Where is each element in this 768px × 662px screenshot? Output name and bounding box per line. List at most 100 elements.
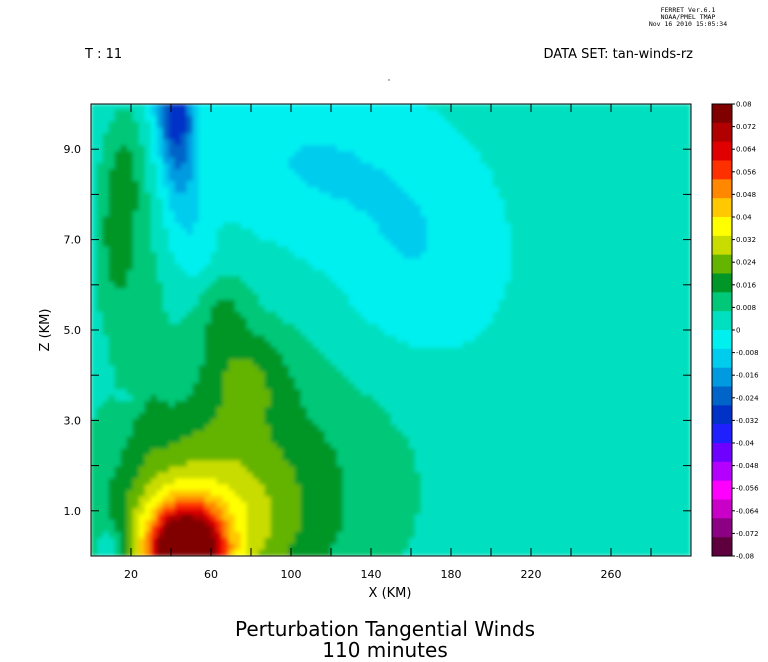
heatmap-cell	[600, 157, 608, 164]
heatmap-cell	[324, 335, 332, 343]
heatmap-cell	[252, 222, 260, 230]
heatmap-cell	[258, 121, 266, 129]
heatmap-cell	[420, 163, 428, 170]
heatmap-cell	[294, 204, 302, 212]
heatmap-cell	[156, 204, 164, 212]
heatmap-cell	[186, 365, 194, 372]
heatmap-cell	[222, 377, 230, 384]
heatmap-cell	[540, 234, 548, 242]
heatmap-cell	[144, 204, 152, 212]
heatmap-cell	[468, 104, 476, 111]
heatmap-cell	[108, 377, 116, 384]
heatmap-cell	[210, 151, 218, 158]
heatmap-cell	[558, 305, 566, 313]
heatmap-cell	[510, 139, 518, 146]
heatmap-cell	[132, 109, 140, 117]
heatmap-cell	[282, 335, 290, 343]
heatmap-cell	[372, 282, 380, 289]
heatmap-cell	[186, 216, 194, 224]
heatmap-cell	[156, 104, 164, 111]
heatmap-cell	[258, 329, 266, 337]
heatmap-cell	[234, 234, 242, 242]
heatmap-cell	[354, 270, 362, 277]
heatmap-cell	[528, 145, 536, 152]
heatmap-cell	[330, 157, 338, 164]
heatmap-cell	[654, 145, 662, 152]
heatmap-cell	[180, 175, 188, 182]
heatmap-cell	[666, 246, 674, 253]
heatmap-cell	[126, 127, 134, 135]
heatmap-cell	[270, 264, 278, 271]
heatmap-cell	[318, 246, 326, 253]
heatmap-cell	[312, 276, 320, 283]
heatmap-cell	[534, 234, 542, 242]
heatmap-cell	[504, 228, 512, 236]
heatmap-cell	[462, 145, 470, 152]
heatmap-cell	[438, 270, 446, 277]
heatmap-cell	[162, 282, 170, 289]
heatmap-cell	[294, 145, 302, 152]
heatmap-cell	[204, 246, 212, 253]
heatmap-cell	[624, 353, 632, 361]
heatmap-cell	[576, 204, 584, 212]
heatmap-cell	[150, 145, 158, 152]
heatmap-cell	[336, 323, 344, 331]
heatmap-cell	[402, 288, 410, 295]
heatmap-cell	[168, 246, 176, 253]
heatmap-cell	[636, 145, 644, 152]
heatmap-cell	[582, 240, 590, 248]
heatmap-cell	[462, 151, 470, 158]
heatmap-cell	[546, 186, 554, 194]
heatmap-cell	[216, 121, 224, 129]
heatmap-cell	[612, 163, 620, 170]
heatmap-cell	[570, 115, 578, 123]
heatmap-cell	[654, 246, 662, 253]
heatmap-cell	[654, 276, 662, 283]
heatmap-cell	[318, 371, 326, 378]
heatmap-cell	[174, 341, 182, 349]
heatmap-cell	[378, 133, 386, 140]
heatmap-cell	[378, 139, 386, 146]
heatmap-cell	[576, 377, 584, 384]
heatmap-cell	[216, 210, 224, 218]
heatmap-cell	[96, 264, 104, 271]
heatmap-cell	[420, 329, 428, 337]
heatmap-cell	[636, 228, 644, 236]
heatmap-cell	[306, 109, 314, 117]
heatmap-cell	[366, 389, 374, 396]
heatmap-cell	[174, 222, 182, 230]
heatmap-cell	[666, 335, 674, 343]
heatmap-cell	[474, 305, 482, 313]
heatmap-cell	[450, 127, 458, 135]
heatmap-cell	[606, 186, 614, 194]
heatmap-cell	[534, 341, 542, 349]
heatmap-cell	[282, 145, 290, 152]
heatmap-cell	[564, 305, 572, 313]
heatmap-cell	[654, 270, 662, 277]
heatmap-cell	[372, 186, 380, 194]
heatmap-cell	[132, 294, 140, 301]
heatmap-cell	[456, 151, 464, 158]
heatmap-cell	[426, 353, 434, 361]
heatmap-cell	[240, 270, 248, 277]
heatmap-cell	[180, 192, 188, 200]
heatmap-cell	[426, 294, 434, 301]
heatmap-cell	[186, 264, 194, 271]
heatmap-cell	[348, 353, 356, 361]
heatmap-cell	[492, 222, 500, 230]
heatmap-cell	[216, 389, 224, 396]
heatmap-cell	[366, 371, 374, 378]
heatmap-cell	[564, 115, 572, 123]
heatmap-cell	[366, 288, 374, 295]
heatmap-cell	[198, 252, 206, 259]
heatmap-cell	[456, 104, 464, 111]
heatmap-cell	[648, 305, 656, 313]
heatmap-cell	[594, 240, 602, 248]
heatmap-cell	[174, 145, 182, 152]
heatmap-cell	[438, 151, 446, 158]
heatmap-cell	[246, 282, 254, 289]
heatmap-cell	[432, 222, 440, 230]
heatmap-cell	[630, 222, 638, 230]
heatmap-cell	[276, 204, 284, 212]
heatmap-cell	[330, 222, 338, 230]
